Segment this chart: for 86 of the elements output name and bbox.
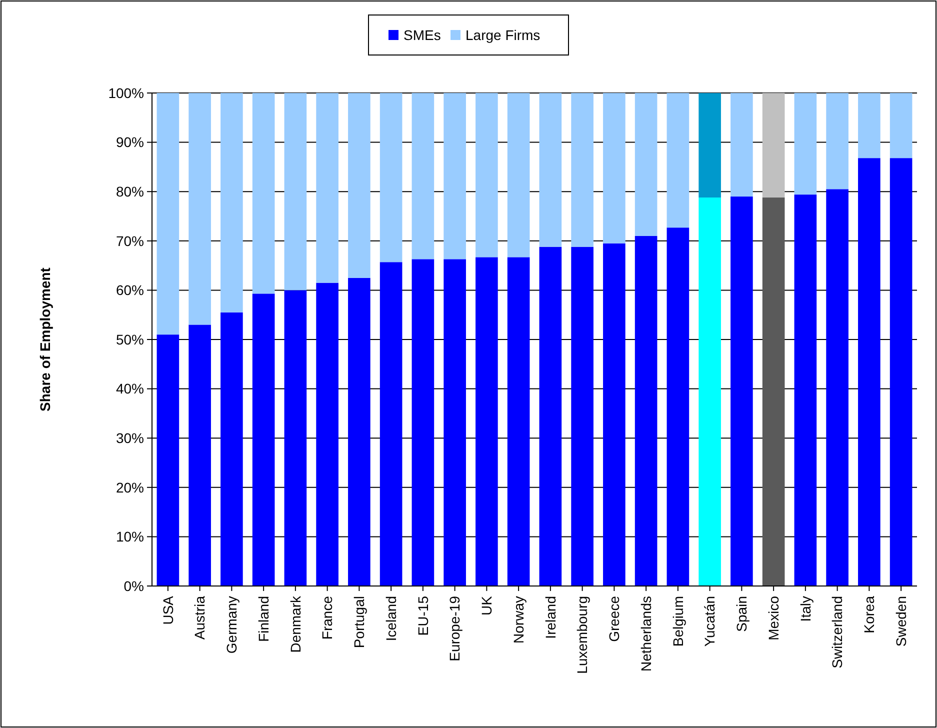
bar — [284, 93, 307, 290]
x-tick-label: Netherlands — [638, 596, 654, 672]
y-tick-label: 50% — [116, 331, 144, 348]
bar — [890, 158, 912, 586]
y-tick-label: 60% — [116, 282, 144, 298]
x-tick-label: Finland — [255, 596, 272, 642]
bar — [188, 93, 211, 325]
bar — [539, 246, 562, 586]
bar — [603, 243, 626, 586]
x-tick-label: Norway — [510, 596, 526, 644]
x-tick-label: Iceland — [382, 596, 399, 642]
bar — [220, 312, 243, 586]
bar — [220, 93, 243, 312]
bar — [571, 246, 594, 586]
y-tick-label: 80% — [116, 184, 144, 200]
x-tick-label: Greece — [606, 596, 622, 642]
x-tick-label: EU-15 — [414, 596, 431, 636]
y-tick-label: 90% — [116, 134, 144, 150]
x-tick-label: France — [319, 596, 336, 640]
bar — [252, 93, 275, 294]
bar — [316, 282, 338, 586]
bar — [284, 290, 307, 586]
x-tick-label: Portugal — [351, 596, 368, 648]
bar — [666, 93, 690, 228]
bar — [156, 93, 180, 335]
bar — [762, 198, 785, 586]
bar — [698, 198, 721, 586]
x-tick-label: Sweden — [892, 596, 909, 647]
y-tick-label: 100% — [108, 84, 144, 101]
bar — [603, 93, 626, 244]
bar — [826, 93, 848, 190]
bar — [188, 324, 211, 586]
bar — [348, 93, 370, 278]
x-tick-label: Spain — [734, 596, 750, 632]
x-tick-label: UK — [478, 595, 495, 616]
bar — [507, 93, 530, 258]
y-tick-label: 0% — [124, 578, 144, 594]
x-tick-label: Germany — [224, 596, 240, 654]
x-tick-label: Yucatán — [702, 596, 718, 647]
bar — [730, 93, 753, 197]
bar — [476, 93, 498, 258]
y-tick-label: 20% — [116, 479, 144, 496]
legend-label: SMEs — [404, 26, 441, 43]
bar — [890, 93, 912, 158]
bar — [794, 93, 817, 195]
bar — [380, 262, 402, 586]
bar — [634, 236, 658, 586]
x-tick-label: Mexico — [765, 596, 782, 640]
x-tick-label: Luxembourg — [574, 596, 590, 674]
bar — [666, 228, 690, 586]
bar — [634, 93, 658, 236]
x-tick-label: Denmark — [287, 595, 304, 653]
x-tick-label: Austria — [192, 596, 208, 640]
x-tick-label: Belgium — [670, 596, 686, 647]
bar — [794, 194, 817, 586]
bar — [156, 334, 180, 586]
bar — [698, 93, 721, 198]
y-axis-title: Share of Employment — [37, 267, 53, 412]
y-tick-label: 70% — [116, 232, 144, 249]
x-tick-label: Italy — [797, 596, 814, 622]
bar — [730, 196, 753, 586]
x-tick-label: Switzerland — [829, 596, 846, 668]
bar — [476, 257, 498, 586]
x-tick-label: Ireland — [542, 596, 558, 639]
y-tick-label: 40% — [116, 380, 144, 397]
bar — [380, 93, 402, 262]
x-tick-label: USA — [160, 595, 176, 625]
bar — [539, 93, 562, 247]
bar — [826, 189, 848, 586]
bar — [858, 158, 880, 586]
bar — [348, 278, 370, 586]
bar — [444, 93, 466, 260]
bar — [412, 93, 434, 260]
bar — [252, 294, 275, 586]
bar — [571, 93, 594, 247]
bar — [412, 259, 434, 586]
y-tick-label: 10% — [116, 528, 144, 545]
legend-label: Large Firms — [466, 26, 540, 43]
bar — [444, 259, 466, 586]
x-tick-label: Korea — [861, 596, 878, 634]
x-tick-label: Europe-19 — [446, 596, 463, 662]
bar — [316, 93, 338, 283]
y-tick-label: 30% — [116, 430, 144, 446]
bar — [762, 93, 785, 198]
bar — [858, 93, 880, 158]
bar — [507, 257, 530, 586]
